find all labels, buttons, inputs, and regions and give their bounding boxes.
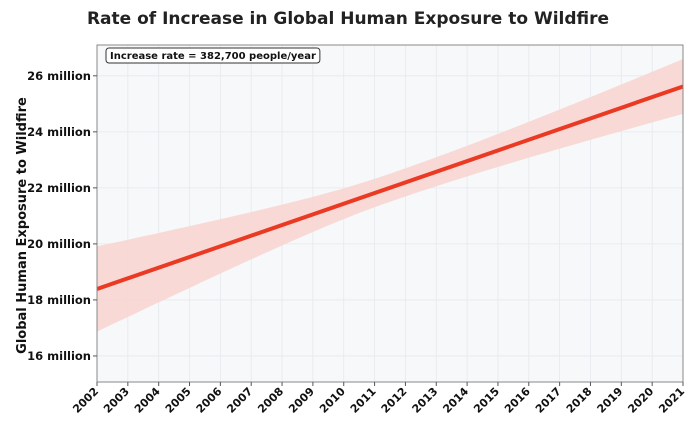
x-tick-label: 2021: [656, 385, 687, 416]
x-tick-label: 2006: [194, 385, 225, 416]
x-tick-label: 2008: [255, 385, 286, 416]
annotation-frame: [105, 47, 321, 64]
annotation-text: Increase rate = 382,700 people/year: [110, 51, 316, 62]
trend-line: [96, 84, 684, 291]
x-tick-label: 2012: [379, 385, 410, 416]
y-axis-label: Global Human Exposure to Wildfire: [15, 97, 30, 354]
annotation-box: Increase rate = 382,700 people/year: [105, 47, 321, 64]
y-tick-label: 18 million: [27, 293, 91, 307]
x-tick-label: 2009: [286, 385, 317, 416]
x-tick-label: 2007: [224, 385, 255, 416]
x-tick-label: 2004: [132, 385, 163, 416]
confidence-band: [97, 59, 683, 332]
x-tick-label: 2020: [625, 385, 656, 416]
y-tick-label: 26 million: [27, 69, 91, 83]
chart-title: Rate of Increase in Global Human Exposur…: [87, 9, 609, 29]
x-tick-label: 2003: [101, 385, 132, 416]
x-tick-label: 2002: [70, 385, 101, 416]
x-tick-label: 2005: [163, 385, 194, 416]
x-tick-label: 2014: [440, 385, 471, 416]
x-tick-label: 2011: [348, 385, 379, 416]
y-tick-label: 20 million: [27, 237, 91, 251]
x-axis: 2002 2003 2004 2005 2006 2007 2008 2009 2010 2011…: [70, 382, 687, 416]
y-axis: 16 million 18 million 20 million 22 million…: [27, 69, 97, 363]
x-tick-label: 2013: [410, 385, 441, 416]
x-tick-label: 2016: [502, 385, 533, 416]
y-tick-label: 16 million: [27, 349, 91, 363]
y-tick-label: 24 million: [27, 125, 91, 139]
x-tick-label: 2010: [317, 385, 348, 416]
y-tick-label: 22 million: [27, 181, 91, 195]
plot-frame: [96, 44, 684, 383]
x-tick-label: 2015: [471, 385, 502, 416]
x-tick-label: 2017: [533, 385, 564, 416]
x-tick-label: 2018: [564, 385, 595, 416]
x-tick-label: 2019: [595, 385, 626, 416]
